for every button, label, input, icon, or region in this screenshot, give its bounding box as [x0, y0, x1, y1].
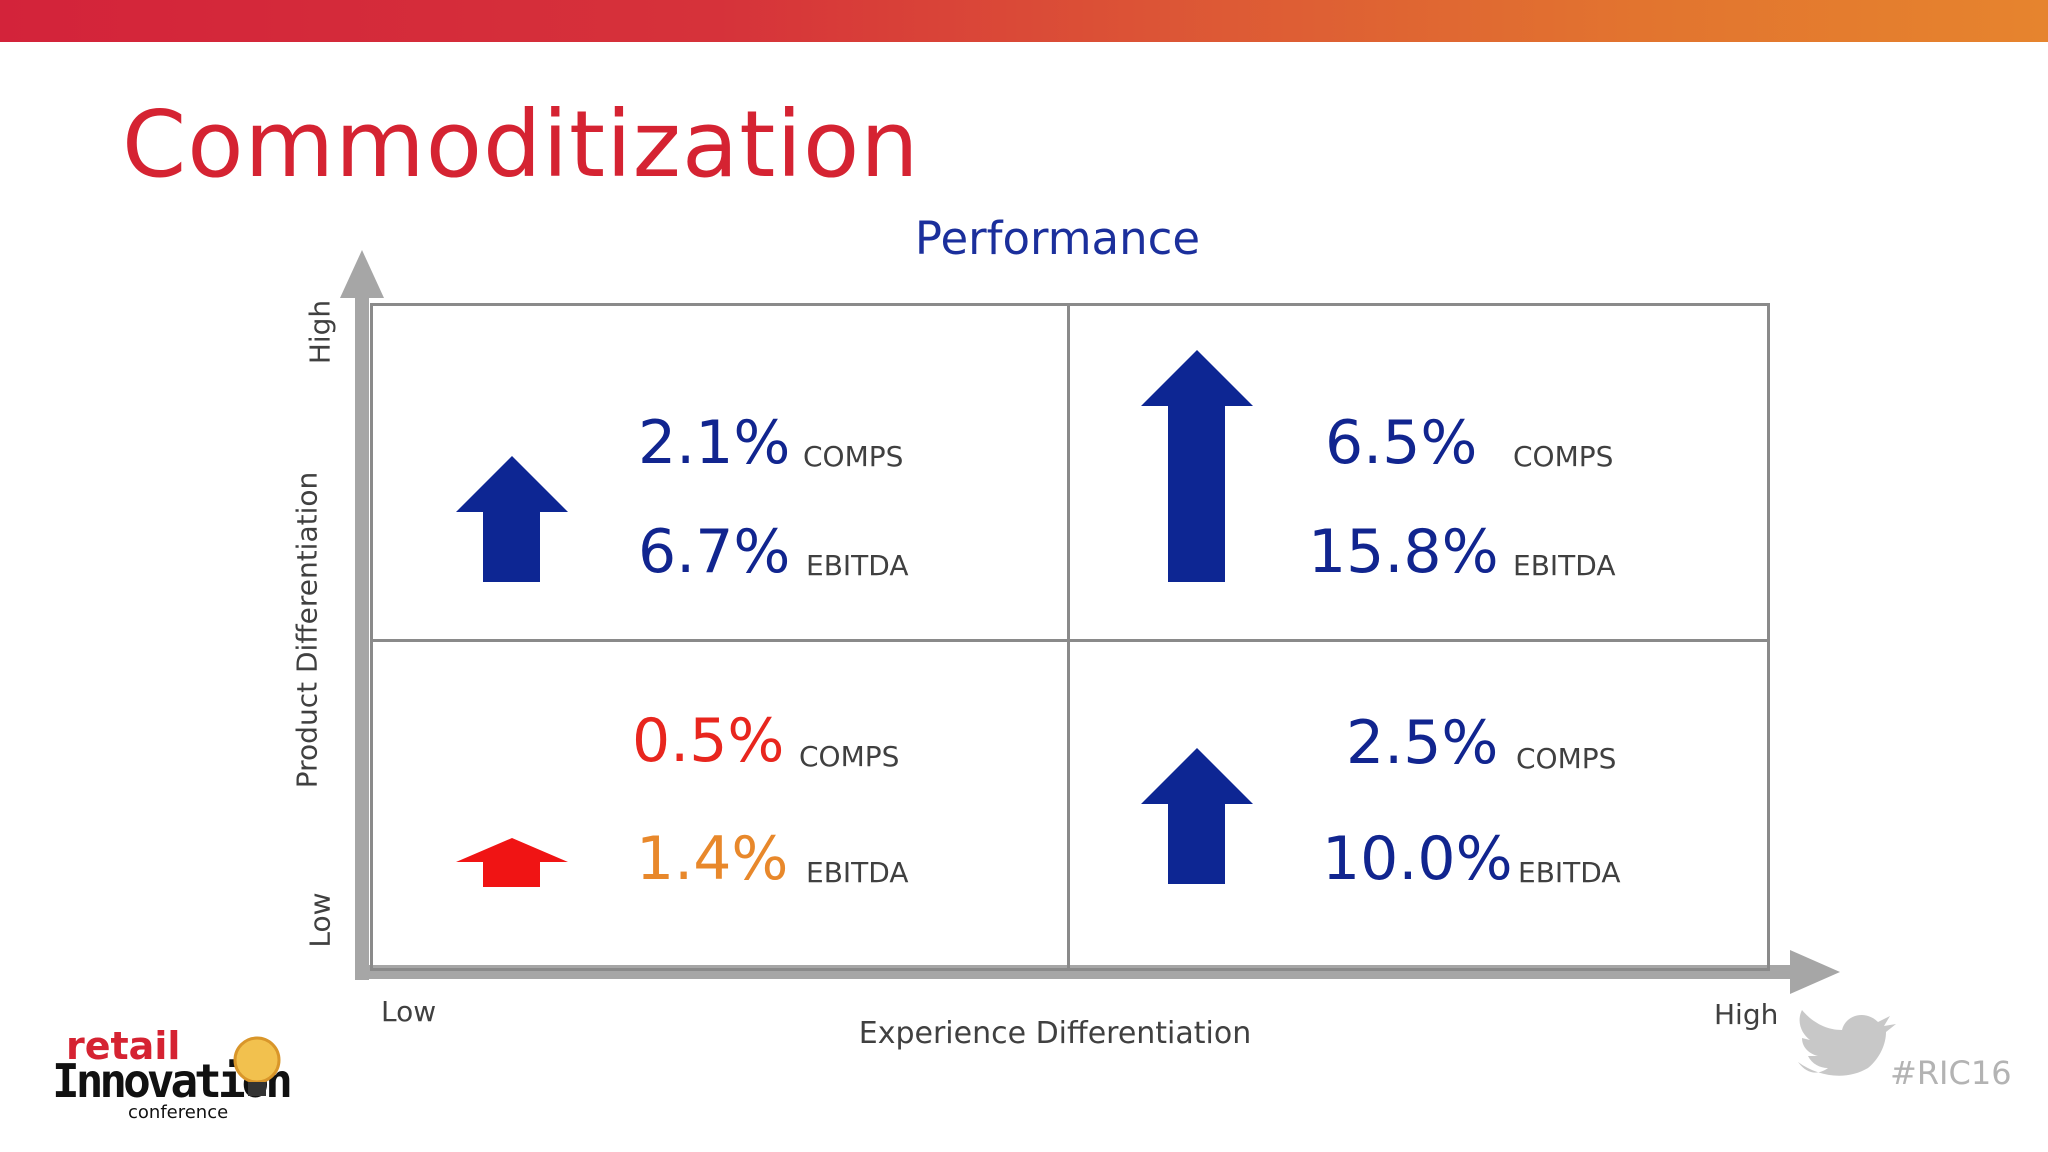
- bottom-right-ebitda-label: EBITDA: [1518, 856, 1621, 889]
- bottom-left-ebitda-value: 1.4%: [636, 824, 789, 894]
- x-axis-label: Experience Differentiation: [858, 1016, 1252, 1051]
- quadrant-grid: [370, 303, 1770, 971]
- x-axis-low-label: Low: [381, 995, 437, 1028]
- bottom-left-comps-value: 0.5%: [632, 706, 785, 776]
- top-right-ebitda-value: 15.8%: [1308, 517, 1499, 587]
- slide-title: Commoditization: [122, 91, 920, 198]
- top-left-ebitda-value: 6.7%: [638, 517, 791, 587]
- chart-title: Performance: [914, 212, 1201, 265]
- y-axis-arrowhead: [340, 250, 384, 298]
- bottom-left-up-arrow-icon: [456, 838, 568, 887]
- logo-conference-text: conference: [128, 1102, 229, 1123]
- logo-retail-text: retail: [66, 1024, 181, 1068]
- top-banner: [0, 0, 2048, 42]
- bottom-left-comps-label: COMPS: [799, 740, 900, 773]
- top-right-up-arrow-icon: [1141, 350, 1253, 582]
- top-left-comps-label: COMPS: [803, 440, 904, 473]
- bottom-right-comps-label: COMPS: [1516, 742, 1617, 775]
- top-right-comps-value: 6.5%: [1325, 408, 1478, 478]
- top-left-comps-value: 2.1%: [638, 408, 791, 478]
- grid-horizontal-divider: [370, 639, 1770, 642]
- top-right-ebitda-label: EBITDA: [1513, 549, 1616, 582]
- grid-vertical-divider: [1067, 303, 1070, 971]
- top-left-up-arrow-icon: [456, 456, 568, 582]
- bottom-right-comps-value: 2.5%: [1346, 708, 1499, 778]
- top-right-comps-label: COMPS: [1513, 440, 1614, 473]
- bottom-right-ebitda-value: 10.0%: [1322, 824, 1513, 894]
- event-hashtag: #RIC16: [1890, 1054, 2012, 1092]
- top-left-ebitda-label: EBITDA: [806, 549, 909, 582]
- bottom-right-up-arrow-icon: [1141, 748, 1253, 884]
- bottom-left-ebitda-label: EBITDA: [806, 856, 909, 889]
- x-axis-high-label: High: [1714, 998, 1779, 1031]
- x-axis-arrowhead: [1790, 950, 1840, 994]
- y-axis-line: [355, 290, 369, 980]
